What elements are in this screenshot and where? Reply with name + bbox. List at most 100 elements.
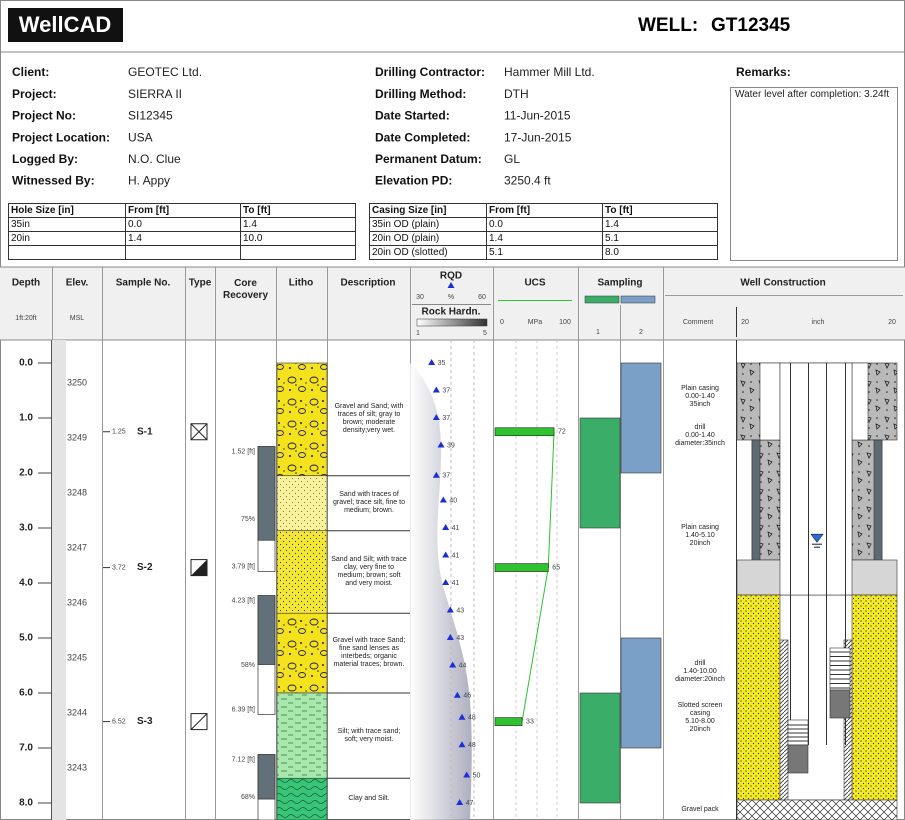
- ucs-bar: [494, 717, 523, 726]
- sample-id: S-1: [137, 426, 153, 437]
- rqd-point: [439, 496, 447, 503]
- core-top-label: 7.12 [ft]: [232, 756, 255, 763]
- remarks-box: [730, 87, 898, 261]
- column-title: Sampling: [597, 278, 642, 289]
- rqd-label: 37: [442, 415, 450, 422]
- layer-description: Sand and Silt; with trace clay, very fin…: [331, 556, 407, 587]
- rqd-label: 50: [473, 772, 481, 779]
- litho-layer: [276, 777, 328, 820]
- info-label: Project Location:: [12, 130, 110, 144]
- axis-label: 1: [416, 330, 420, 337]
- table-header: Hole Size [in]: [11, 205, 74, 216]
- column-title: Well Construction: [740, 278, 825, 289]
- axis-label: 100: [559, 319, 571, 326]
- rqd-point: [442, 524, 450, 530]
- info-value: GEOTEC Ltd.: [128, 65, 202, 79]
- info-label: Project No:: [12, 109, 76, 123]
- well-comment: Plain casing 0.00-1.40 35inch: [681, 385, 719, 408]
- ucs-line: [521, 431, 555, 722]
- sample-id: S-3: [137, 716, 153, 727]
- table-cell: 20in OD (plain): [372, 233, 439, 244]
- table-cell: 1.4: [243, 219, 257, 230]
- legend-marker: [447, 282, 455, 288]
- casing-bore: [851, 362, 869, 441]
- core-recovery-label: 68%: [241, 794, 255, 801]
- axis-label: 0: [500, 319, 504, 326]
- well-comment: Plain casing 1.40-5.10 20inch: [681, 524, 719, 547]
- core-bottom-label: 3.79 [ft]: [232, 563, 255, 570]
- info-value: DTH: [504, 87, 529, 101]
- column-title: Elev.: [66, 278, 89, 289]
- core-top-label: 4.23 [ft]: [232, 597, 255, 604]
- table-cell: 1.4: [605, 219, 619, 230]
- scale-label: inch: [812, 319, 825, 326]
- layer-description: Sand with traces of gravel; trace silt, …: [333, 491, 405, 515]
- elevation-label: 3247: [67, 543, 87, 553]
- table-cell: 1.4: [128, 233, 142, 244]
- rqd-point: [437, 441, 445, 448]
- sampling-interval: [620, 362, 662, 474]
- core-recovery-label: 75%: [241, 516, 255, 523]
- depth-scale: 1ft:20ft: [15, 315, 36, 322]
- sample-type: [190, 423, 208, 441]
- column-title: Litho: [289, 278, 313, 289]
- rqd-point: [446, 606, 454, 613]
- column-title: UCS: [524, 278, 545, 289]
- core-recovery-label: 58%: [241, 662, 255, 669]
- depth-label: 4.0: [19, 578, 33, 589]
- rqd-point: [432, 386, 440, 393]
- well-comment: Slotted screen casing 5.10-8.00 20inch: [677, 702, 723, 733]
- well-comment: drill 0.00-1.40 diameter:35inch: [675, 424, 725, 447]
- well-label: WELL:: [638, 15, 698, 36]
- scale-label: 20: [741, 319, 749, 326]
- rqd-label: 44: [459, 662, 467, 669]
- sample-id: S-2: [137, 562, 153, 573]
- column-label: 2: [639, 329, 643, 336]
- logo: WellCAD: [19, 12, 112, 37]
- info-value: 11-Jun-2015: [504, 109, 571, 123]
- info-label: Logged By:: [12, 152, 78, 166]
- sample-type: [191, 559, 207, 576]
- casing-bore: [759, 362, 781, 441]
- table-cell: 20in OD (slotted): [372, 247, 448, 258]
- axis-label: 30: [416, 294, 424, 301]
- log-header-band: [0, 267, 905, 340]
- elevation-label: 3245: [67, 653, 87, 663]
- table-cell: 8.0: [605, 247, 619, 258]
- well-id: GT12345: [711, 15, 791, 36]
- table-header: From [ft]: [489, 205, 530, 216]
- depth-label: 8.0: [19, 798, 33, 809]
- table-header: From [ft]: [128, 205, 169, 216]
- layer-description: Clay and Silt.: [348, 795, 390, 803]
- info-label: Date Completed:: [375, 130, 470, 144]
- table-header: To [ft]: [605, 205, 633, 216]
- column-title: Sample No.: [116, 278, 171, 289]
- info-value: Hammer Mill Ltd.: [504, 65, 595, 79]
- rqd-point: [453, 691, 461, 698]
- elevation-label: 3243: [67, 763, 87, 773]
- hardness-profile: [410, 363, 472, 820]
- rqd-label: 40: [449, 497, 457, 504]
- rqd-point: [428, 359, 436, 365]
- rqd-label: 41: [452, 580, 460, 587]
- axis-label: 5: [483, 330, 487, 337]
- ucs-label: 65: [552, 564, 560, 571]
- rqd-point: [458, 713, 466, 720]
- legend-swatch: [620, 295, 656, 304]
- sampling-interval: [579, 692, 621, 804]
- layer-description: Silt; with trace sand; soft; very moist.: [337, 727, 401, 743]
- elevation-unit: MSL: [70, 315, 85, 322]
- rqd-point: [446, 634, 454, 640]
- rqd-point: [449, 661, 457, 668]
- sample-depth: 6.52: [112, 718, 126, 725]
- rqd-label: 46: [463, 693, 471, 700]
- elevation-label: 3250: [67, 378, 87, 388]
- litho-layer: [276, 612, 328, 694]
- table-cell: 20in: [11, 233, 30, 244]
- core-recovered: [257, 595, 276, 665]
- litho-layer: [276, 475, 328, 532]
- ucs-bar: [494, 563, 549, 572]
- core-bottom-label: 6.39 [ft]: [232, 706, 255, 713]
- column-title: Description: [340, 278, 395, 289]
- info-label: Client:: [12, 65, 49, 79]
